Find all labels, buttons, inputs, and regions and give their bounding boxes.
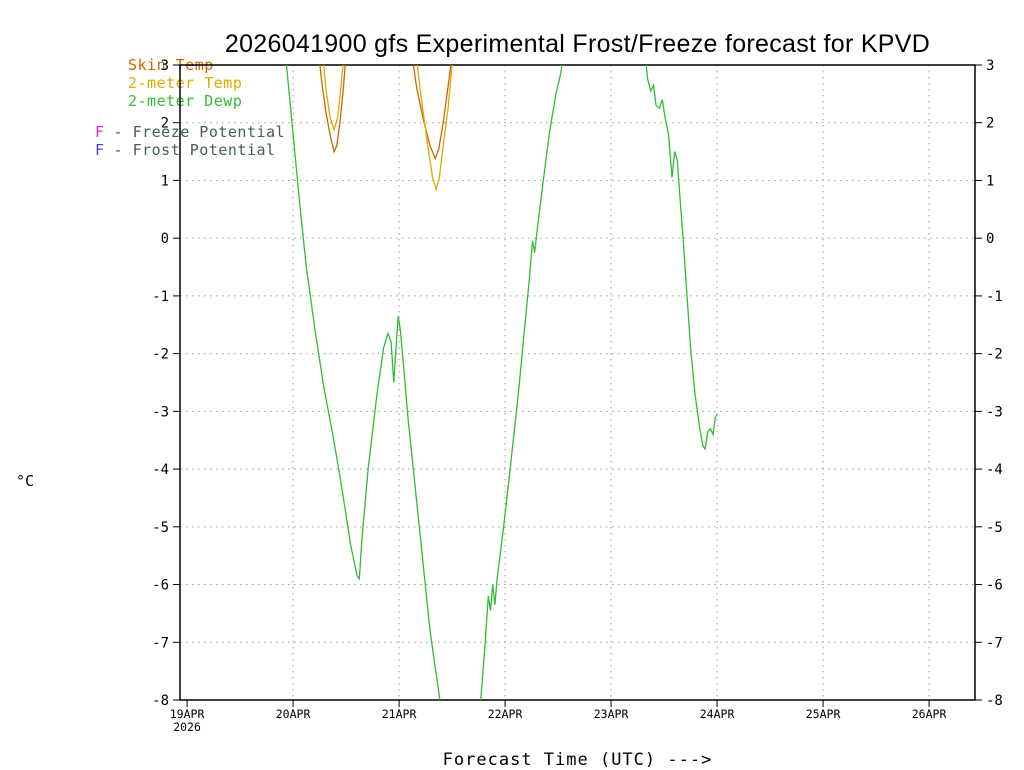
y-tick-label-right: -7 <box>986 635 1003 651</box>
x-tick-label: 21APR <box>382 707 417 721</box>
y-tick-label-right: -4 <box>986 462 1003 478</box>
freeze-flag-letter: F <box>95 123 105 141</box>
freeze-flag-text: - Freeze Potential <box>113 123 286 141</box>
y-tick-label-right: 0 <box>986 231 994 247</box>
x-tick-label: 22APR <box>488 707 523 721</box>
y-tick-label-left: -1 <box>152 289 169 305</box>
legend-item-2m-dewp: 2-meter Dewp <box>128 92 242 110</box>
y-tick-label-left: 0 <box>161 231 169 247</box>
x-tick-sublabel: 2026 <box>173 720 201 734</box>
y-tick-label-left: 1 <box>161 173 169 189</box>
frost-flag-text: - Frost Potential <box>113 141 276 159</box>
x-tick-label: 24APR <box>700 707 735 721</box>
y-tick-label-right: -3 <box>986 404 1003 420</box>
y-tick-label-left: -2 <box>152 347 169 363</box>
legend-label-2m-dewp: 2-meter Dewp <box>128 92 243 110</box>
y-tick-label-left: -8 <box>152 693 169 709</box>
y-tick-label-right: 3 <box>986 58 994 74</box>
x-tick-label: 23APR <box>594 707 629 721</box>
y-tick-label-left: -4 <box>152 462 169 478</box>
y-tick-label-right: -1 <box>986 289 1003 305</box>
x-tick-label: 25APR <box>806 707 841 721</box>
y-tick-label-left: -7 <box>152 635 169 651</box>
y-tick-label-right: -8 <box>986 693 1003 709</box>
y-tick-label-left: 3 <box>161 58 169 74</box>
legend-item-skin-temp: Skin Temp <box>128 56 214 74</box>
y-axis-unit-label: °C <box>16 472 35 490</box>
y-tick-label-left: -5 <box>152 520 169 536</box>
series-line-2-meter-temp <box>323 65 453 192</box>
x-axis-title: Forecast Time (UTC) ---> <box>442 750 713 770</box>
series-line-skin-temp <box>319 65 452 161</box>
legend-label-2m-temp: 2-meter Temp <box>128 74 243 92</box>
y-tick-label-left: -3 <box>152 404 169 420</box>
legend-label-skin-temp: Skin Temp <box>128 56 214 74</box>
y-tick-label-right: -2 <box>986 347 1003 363</box>
legend-item-2m-temp: 2-meter Temp <box>128 74 242 92</box>
y-tick-label-right: -5 <box>986 520 1003 536</box>
y-tick-label-right: 1 <box>986 173 994 189</box>
frost-flag-letter: F <box>95 141 105 159</box>
legend-item-frost-potential: F - Frost Potential <box>95 141 276 159</box>
plot-frame <box>179 64 976 701</box>
legend-item-freeze-potential: F - Freeze Potential <box>95 123 285 141</box>
y-tick-label-right: -6 <box>986 578 1003 594</box>
chart-title: 2026041900 gfs Experimental Frost/Freeze… <box>224 30 931 58</box>
y-tick-label-left: 2 <box>161 116 169 132</box>
x-tick-label: 26APR <box>912 707 947 721</box>
x-tick-label: 20APR <box>276 707 311 721</box>
series-line-2-meter-dewp <box>285 65 718 700</box>
y-tick-label-left: -6 <box>152 578 169 594</box>
x-tick-label: 19APR <box>170 707 205 721</box>
y-tick-label-right: 2 <box>986 116 994 132</box>
